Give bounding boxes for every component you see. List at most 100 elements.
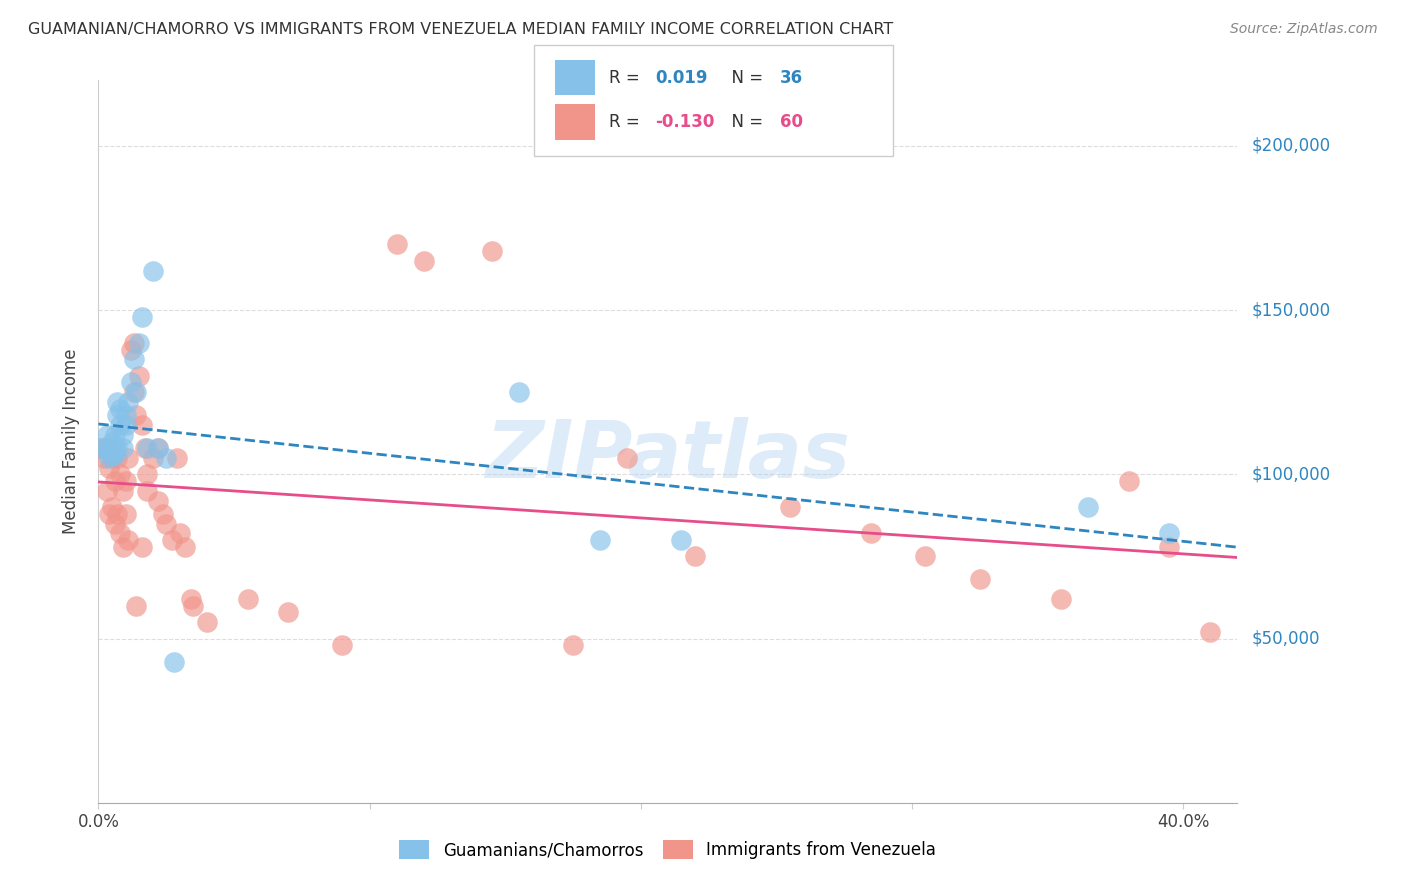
Point bbox=[169, 526, 191, 541]
Point bbox=[96, 428, 118, 442]
Point bbox=[779, 500, 801, 515]
Point bbox=[128, 336, 150, 351]
Point bbox=[914, 549, 936, 564]
Point bbox=[98, 444, 121, 458]
Legend: Guamanians/Chamorros, Immigrants from Venezuela: Guamanians/Chamorros, Immigrants from Ve… bbox=[399, 840, 936, 860]
Point bbox=[481, 244, 503, 258]
Point bbox=[120, 376, 142, 390]
Point bbox=[114, 418, 136, 433]
Text: $100,000: $100,000 bbox=[1251, 466, 1330, 483]
Point bbox=[114, 409, 136, 423]
Point bbox=[860, 526, 883, 541]
Point bbox=[107, 450, 129, 465]
Point bbox=[90, 441, 112, 455]
Text: ZIPatlas: ZIPatlas bbox=[485, 417, 851, 495]
Point bbox=[131, 418, 153, 433]
Point bbox=[146, 441, 169, 455]
Point bbox=[96, 441, 118, 455]
Point bbox=[104, 428, 127, 442]
Text: -0.130: -0.130 bbox=[655, 113, 714, 131]
Y-axis label: Median Family Income: Median Family Income bbox=[62, 349, 80, 534]
Point bbox=[101, 448, 124, 462]
Point bbox=[108, 467, 131, 482]
Point bbox=[180, 592, 202, 607]
Point bbox=[98, 507, 121, 521]
Point bbox=[508, 385, 530, 400]
Point bbox=[108, 526, 131, 541]
Point bbox=[111, 483, 134, 498]
Point bbox=[1159, 540, 1181, 554]
Point bbox=[101, 450, 124, 465]
Point bbox=[98, 460, 121, 475]
Point bbox=[163, 655, 186, 669]
Point bbox=[122, 352, 145, 367]
Point bbox=[96, 441, 118, 455]
Point bbox=[128, 368, 150, 383]
Point bbox=[93, 450, 115, 465]
Point bbox=[146, 441, 169, 455]
Point bbox=[125, 385, 148, 400]
Point bbox=[277, 605, 299, 619]
Point bbox=[131, 540, 153, 554]
Point bbox=[616, 450, 638, 465]
Point bbox=[155, 516, 177, 531]
Point bbox=[683, 549, 706, 564]
Point bbox=[125, 599, 148, 613]
Point bbox=[1199, 625, 1222, 640]
Point bbox=[104, 441, 127, 455]
Point bbox=[142, 264, 165, 278]
Point bbox=[195, 615, 218, 630]
Point bbox=[117, 395, 139, 409]
Point bbox=[146, 493, 169, 508]
Point bbox=[136, 483, 159, 498]
Text: 60: 60 bbox=[780, 113, 803, 131]
Point bbox=[562, 638, 585, 652]
Text: R =: R = bbox=[609, 113, 645, 131]
Point bbox=[412, 253, 434, 268]
Point bbox=[134, 441, 156, 455]
Text: N =: N = bbox=[721, 113, 769, 131]
Point bbox=[671, 533, 693, 547]
Text: R =: R = bbox=[609, 69, 645, 87]
Text: 0.019: 0.019 bbox=[655, 69, 707, 87]
Text: $200,000: $200,000 bbox=[1251, 137, 1330, 155]
Text: 36: 36 bbox=[780, 69, 803, 87]
Point bbox=[155, 450, 177, 465]
Point bbox=[107, 507, 129, 521]
Point bbox=[142, 450, 165, 465]
Point bbox=[969, 573, 991, 587]
Point bbox=[101, 434, 124, 449]
Point bbox=[104, 516, 127, 531]
Point bbox=[108, 401, 131, 416]
Point bbox=[111, 540, 134, 554]
Point bbox=[117, 533, 139, 547]
Point bbox=[96, 483, 118, 498]
Point bbox=[104, 448, 127, 462]
Point bbox=[120, 343, 142, 357]
Point bbox=[1159, 526, 1181, 541]
Point bbox=[107, 441, 129, 455]
Point bbox=[136, 467, 159, 482]
Point bbox=[111, 428, 134, 442]
Point bbox=[1118, 474, 1140, 488]
Point bbox=[108, 418, 131, 433]
Text: Source: ZipAtlas.com: Source: ZipAtlas.com bbox=[1230, 22, 1378, 37]
Text: N =: N = bbox=[721, 69, 769, 87]
Point bbox=[1077, 500, 1099, 515]
Text: GUAMANIAN/CHAMORRO VS IMMIGRANTS FROM VENEZUELA MEDIAN FAMILY INCOME CORRELATION: GUAMANIAN/CHAMORRO VS IMMIGRANTS FROM VE… bbox=[28, 22, 893, 37]
Point bbox=[117, 450, 139, 465]
Point bbox=[101, 500, 124, 515]
Point bbox=[107, 409, 129, 423]
Point bbox=[107, 395, 129, 409]
Point bbox=[101, 441, 124, 455]
Point bbox=[111, 441, 134, 455]
Point bbox=[1050, 592, 1073, 607]
Point bbox=[152, 507, 174, 521]
Point bbox=[125, 409, 148, 423]
Text: $50,000: $50,000 bbox=[1251, 630, 1320, 648]
Point bbox=[114, 507, 136, 521]
Point bbox=[160, 533, 183, 547]
Point bbox=[114, 474, 136, 488]
Point bbox=[122, 336, 145, 351]
Point bbox=[131, 310, 153, 324]
